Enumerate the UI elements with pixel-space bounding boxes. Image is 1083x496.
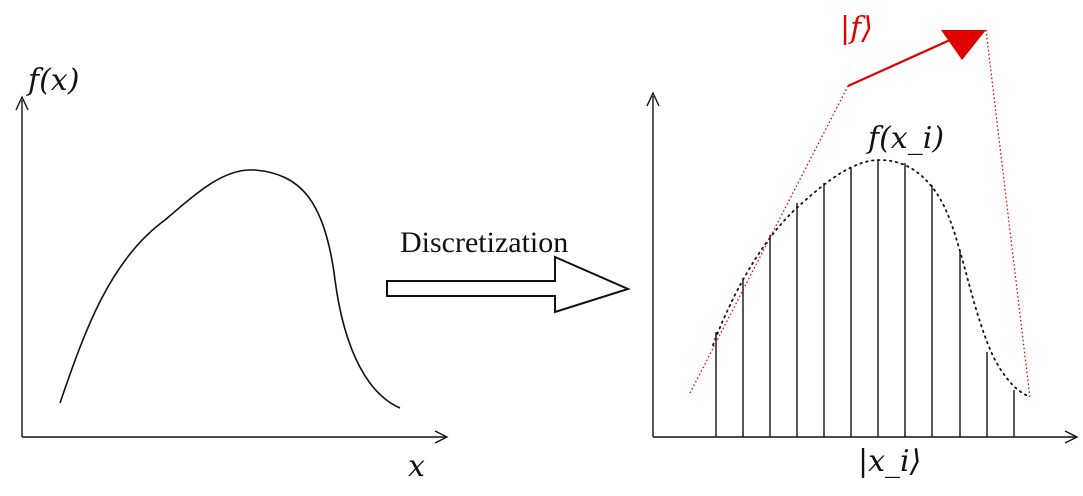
state-vector-projection-left (689, 85, 849, 394)
left-axes (15, 95, 449, 444)
sample-stems (715, 160, 1015, 437)
left-x-axis-label: x (408, 452, 425, 482)
sampled-function-label: f(x_i) (868, 124, 944, 154)
state-vector-label-text: |f⟩ (840, 11, 873, 46)
discretization-label-text: Discretization (400, 226, 569, 259)
discretized-function-envelope (712, 159, 1029, 397)
state-vector-projection-right (985, 29, 1031, 399)
basis-state-label: |x_i⟩ (858, 447, 921, 477)
right-x-axis-arrowhead (1064, 430, 1079, 444)
state-vector-shaft (847, 38, 951, 88)
discretization-label: Discretization (400, 228, 568, 258)
left-y-axis-label: f(x) (28, 66, 79, 96)
continuous-function-curve (59, 169, 401, 409)
discretization-arrow (386, 255, 631, 314)
left-x-axis-arrowhead (434, 430, 449, 444)
state-vector-arrowhead (941, 30, 986, 60)
sampled-function-label-text: f(x_i) (868, 121, 945, 156)
basis-state-label-text: |x_i⟩ (858, 444, 922, 479)
right-axes (646, 91, 1079, 444)
left-x-axis-label-text: x (408, 449, 425, 484)
right-y-axis-arrowhead (646, 91, 660, 107)
left-y-axis-label-text: f(x) (28, 63, 80, 98)
left-y-axis-arrowhead (15, 95, 29, 111)
state-vector (689, 29, 1031, 399)
state-vector-label: |f⟩ (840, 14, 873, 44)
